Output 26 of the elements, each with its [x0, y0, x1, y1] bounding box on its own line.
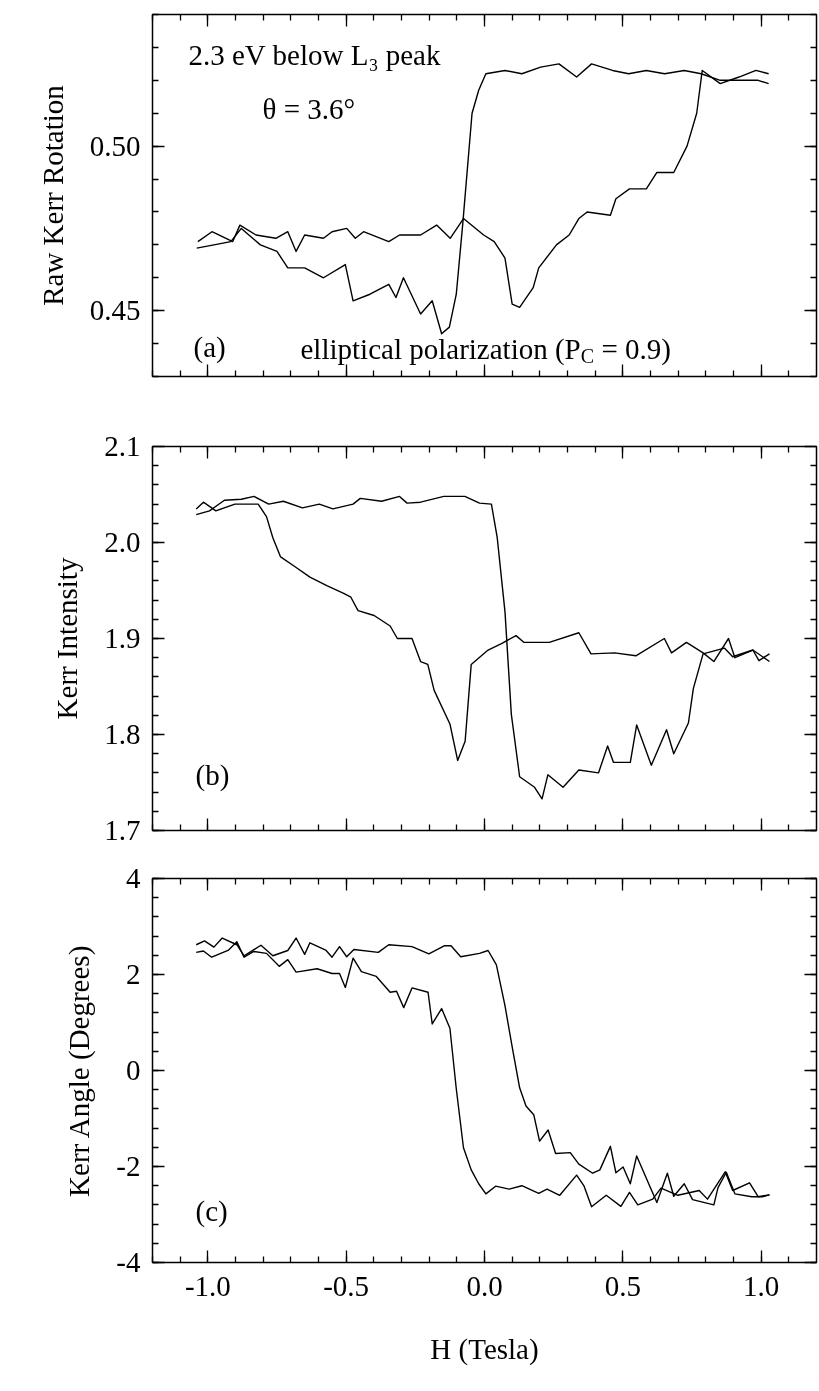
x-tick-label: -1.0 — [184, 1269, 231, 1302]
annotation: (b) — [195, 758, 230, 792]
y-tick-label: 1.8 — [104, 718, 141, 750]
y-axis-title: Raw Kerr Rotation — [36, 84, 69, 306]
y-tick-label: 1.9 — [104, 622, 141, 654]
y-tick-label: 0 — [126, 1054, 141, 1086]
x-tick-label: -0.5 — [323, 1269, 370, 1302]
y-tick-label: 4 — [126, 862, 141, 894]
y-axis-title: Kerr Angle (Degrees) — [63, 945, 97, 1197]
annotation: θ = 3.6° — [262, 92, 356, 125]
y-tick-label: 2 — [126, 958, 141, 990]
y-tick-label: -2 — [116, 1150, 141, 1182]
y-axis-title: Kerr Intensity — [51, 557, 84, 720]
x-tick-label: 0.5 — [604, 1269, 641, 1302]
annotation: (a) — [193, 330, 226, 364]
y-tick-label: 0.45 — [89, 294, 141, 327]
annotation: 2.3 eV below L₃ peak — [188, 38, 441, 71]
annotation: (c) — [195, 1194, 228, 1228]
y-tick-label: 1.7 — [104, 814, 141, 846]
y-tick-label: 2.1 — [104, 430, 141, 462]
y-tick-label: -4 — [116, 1246, 141, 1278]
y-tick-label: 0.50 — [89, 129, 141, 162]
x-axis-title: H (Tesla) — [430, 1332, 539, 1366]
x-tick-label: 0.0 — [466, 1269, 503, 1302]
y-tick-label: 2.0 — [104, 526, 141, 558]
x-tick-label: 1.0 — [743, 1269, 780, 1302]
